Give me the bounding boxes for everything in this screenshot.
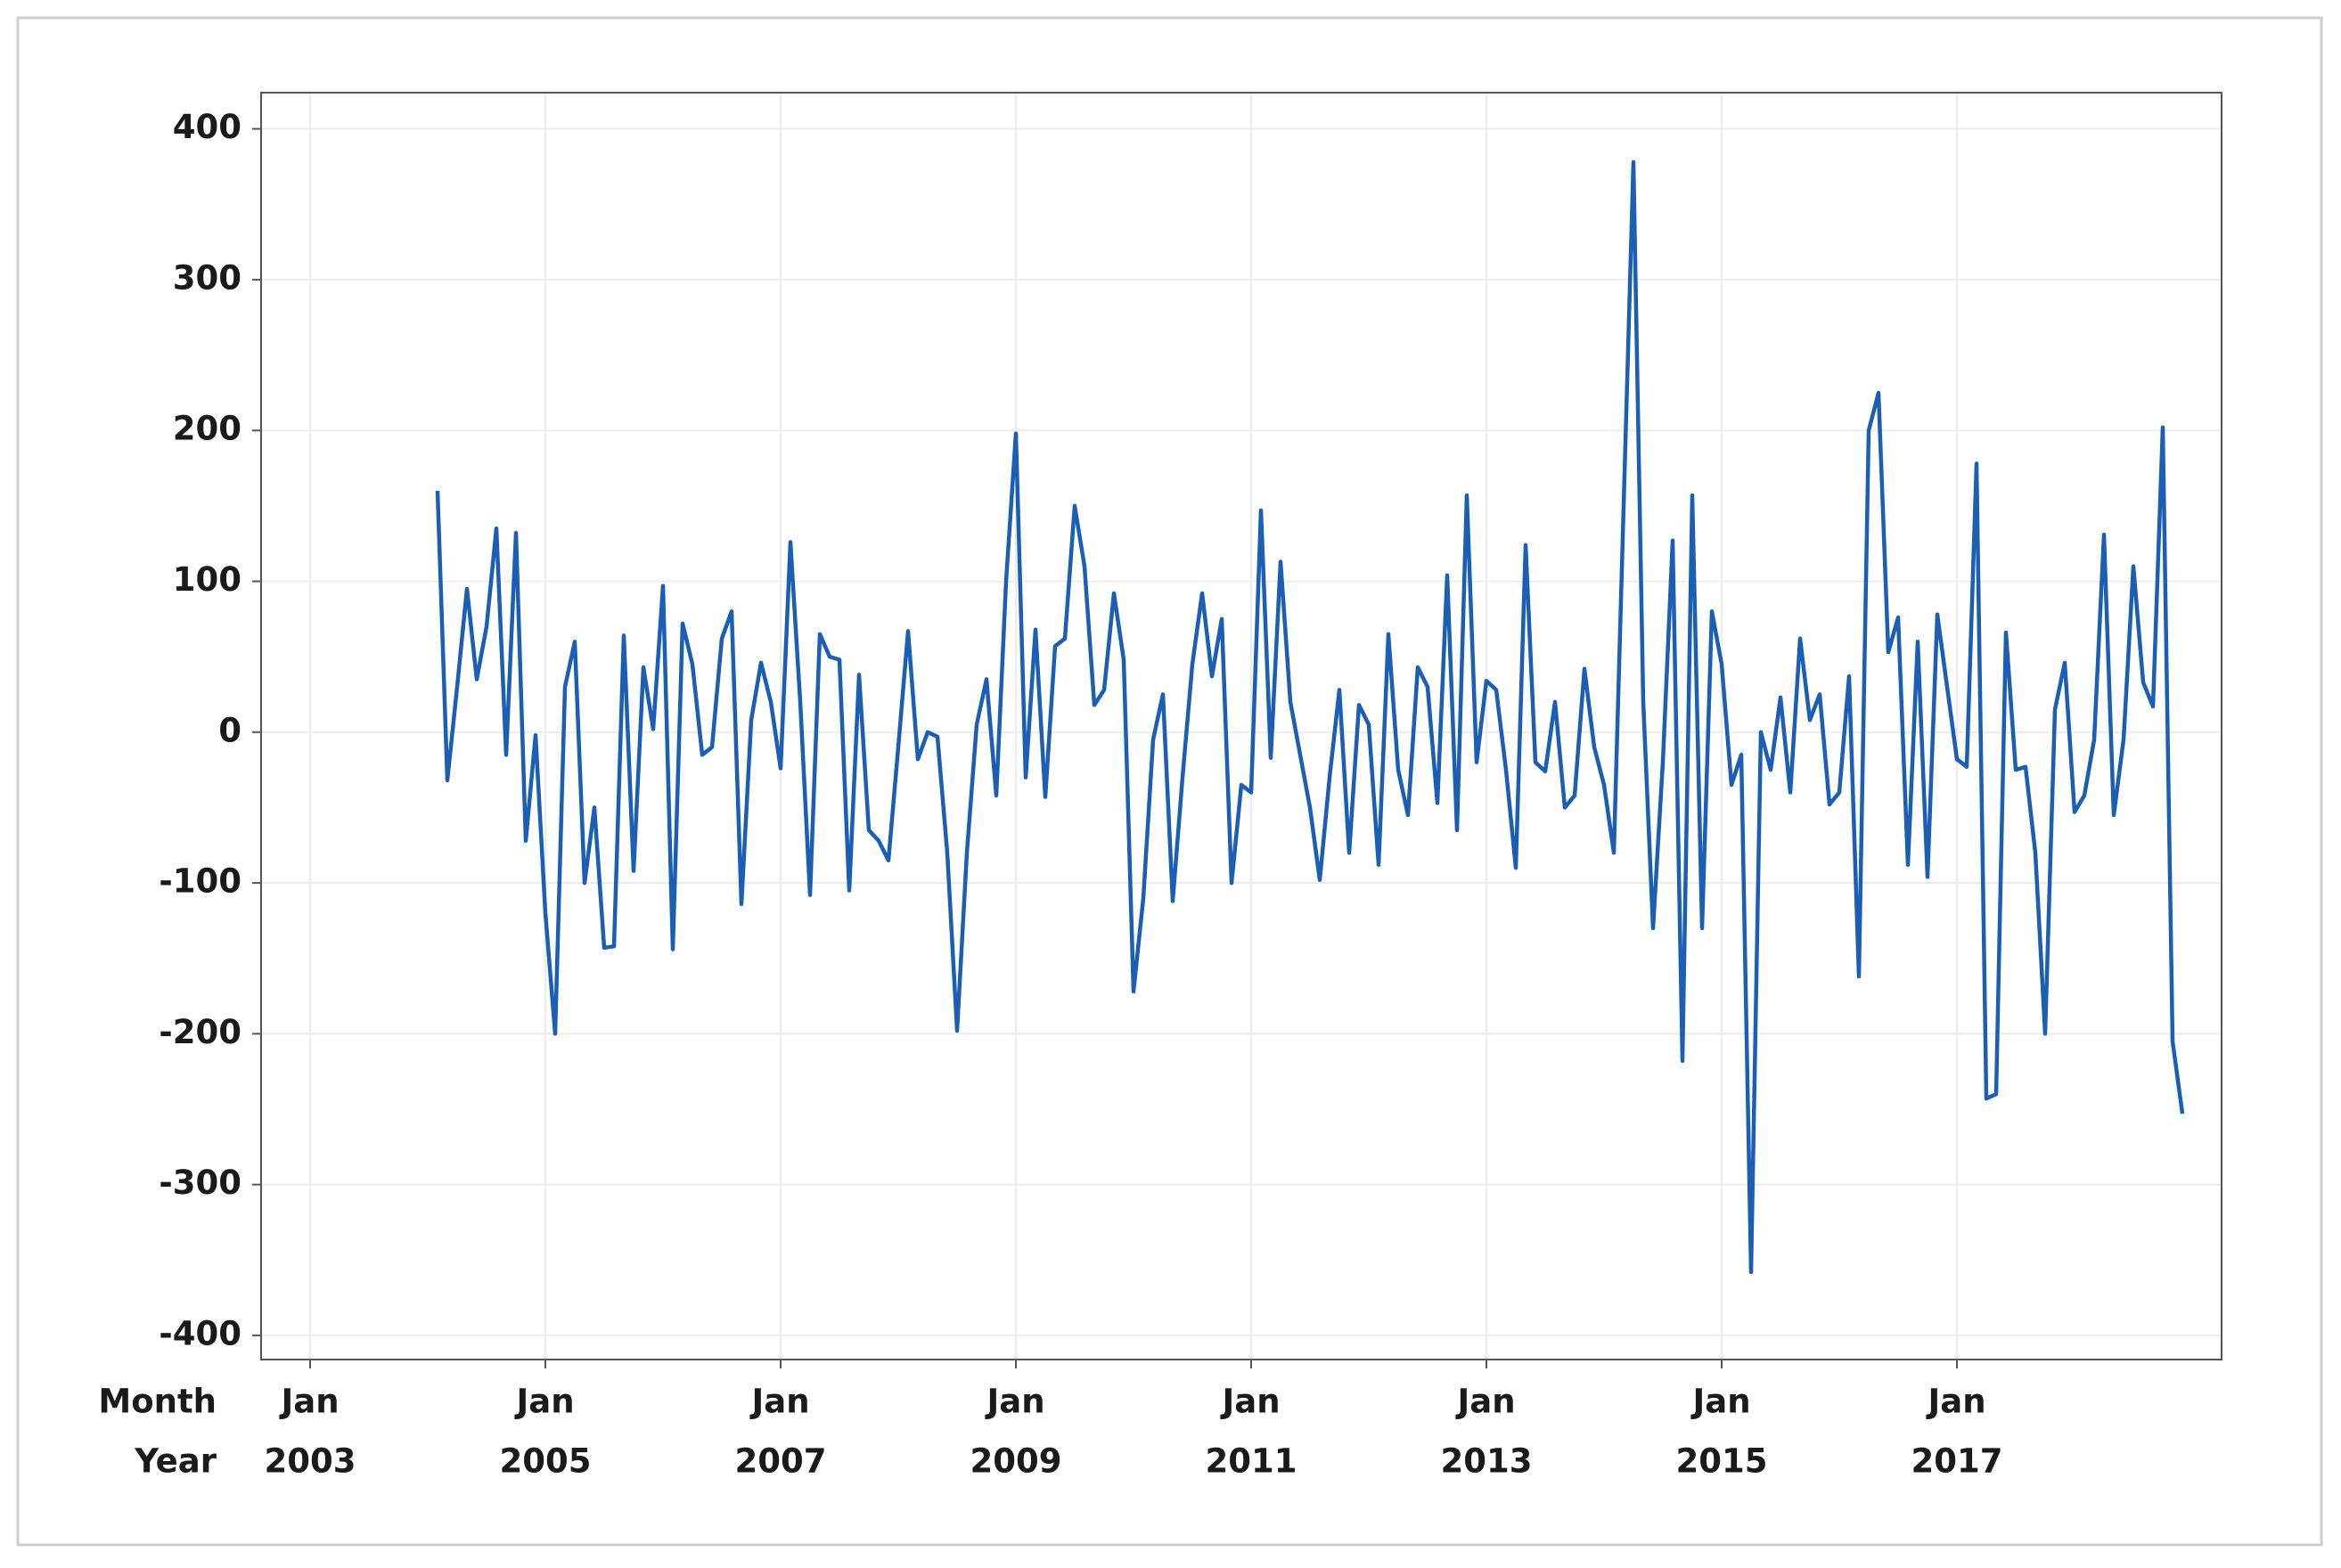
x-tick-label: Jan	[513, 1383, 574, 1421]
x-tick-year: 2003	[265, 1442, 356, 1481]
y-tick-label: 300	[173, 258, 241, 297]
x-tick-label: Jan	[278, 1383, 339, 1421]
x-tick-label: Jan	[984, 1383, 1044, 1421]
x-row-label: Month	[98, 1383, 217, 1421]
x-tick-label: Jan	[1925, 1383, 1985, 1421]
data-line	[435, 159, 2185, 1275]
y-tick-label: -300	[159, 1164, 241, 1202]
y-tick-label: 0	[218, 711, 241, 749]
x-tick-year: 2015	[1676, 1442, 1768, 1481]
marks	[435, 159, 2185, 1275]
x-tick-label: Jan	[1454, 1383, 1515, 1421]
y-tick-label: -200	[159, 1013, 241, 1051]
y-tick-label: -100	[159, 862, 241, 901]
x-tick-year: 2013	[1441, 1442, 1533, 1481]
x-tick-year: 2009	[970, 1442, 1062, 1481]
x-tick-label: Jan	[1219, 1383, 1280, 1421]
x-tick-label: Jan	[749, 1383, 809, 1421]
y-tick-label: 100	[173, 560, 241, 599]
y-tick-label: -400	[159, 1314, 241, 1352]
y-tick-label: 200	[173, 410, 241, 448]
plot-area	[260, 92, 2222, 1360]
frame	[16, 16, 2323, 1547]
x-tick-year: 2005	[500, 1442, 592, 1481]
x-tick-label: Jan	[1690, 1383, 1750, 1421]
labels: 400 300 200 100 0 -100 -200 -300 -400 Jan 2003 Jan 2…	[98, 108, 2002, 1480]
grid	[252, 93, 2222, 1368]
x-tick-year: 2017	[1911, 1442, 2003, 1481]
x-tick-year: 2007	[735, 1442, 827, 1481]
x-tick-year: 2011	[1206, 1442, 1297, 1481]
x-row-label: Year	[134, 1442, 217, 1481]
y-tick-label: 400	[173, 108, 241, 146]
